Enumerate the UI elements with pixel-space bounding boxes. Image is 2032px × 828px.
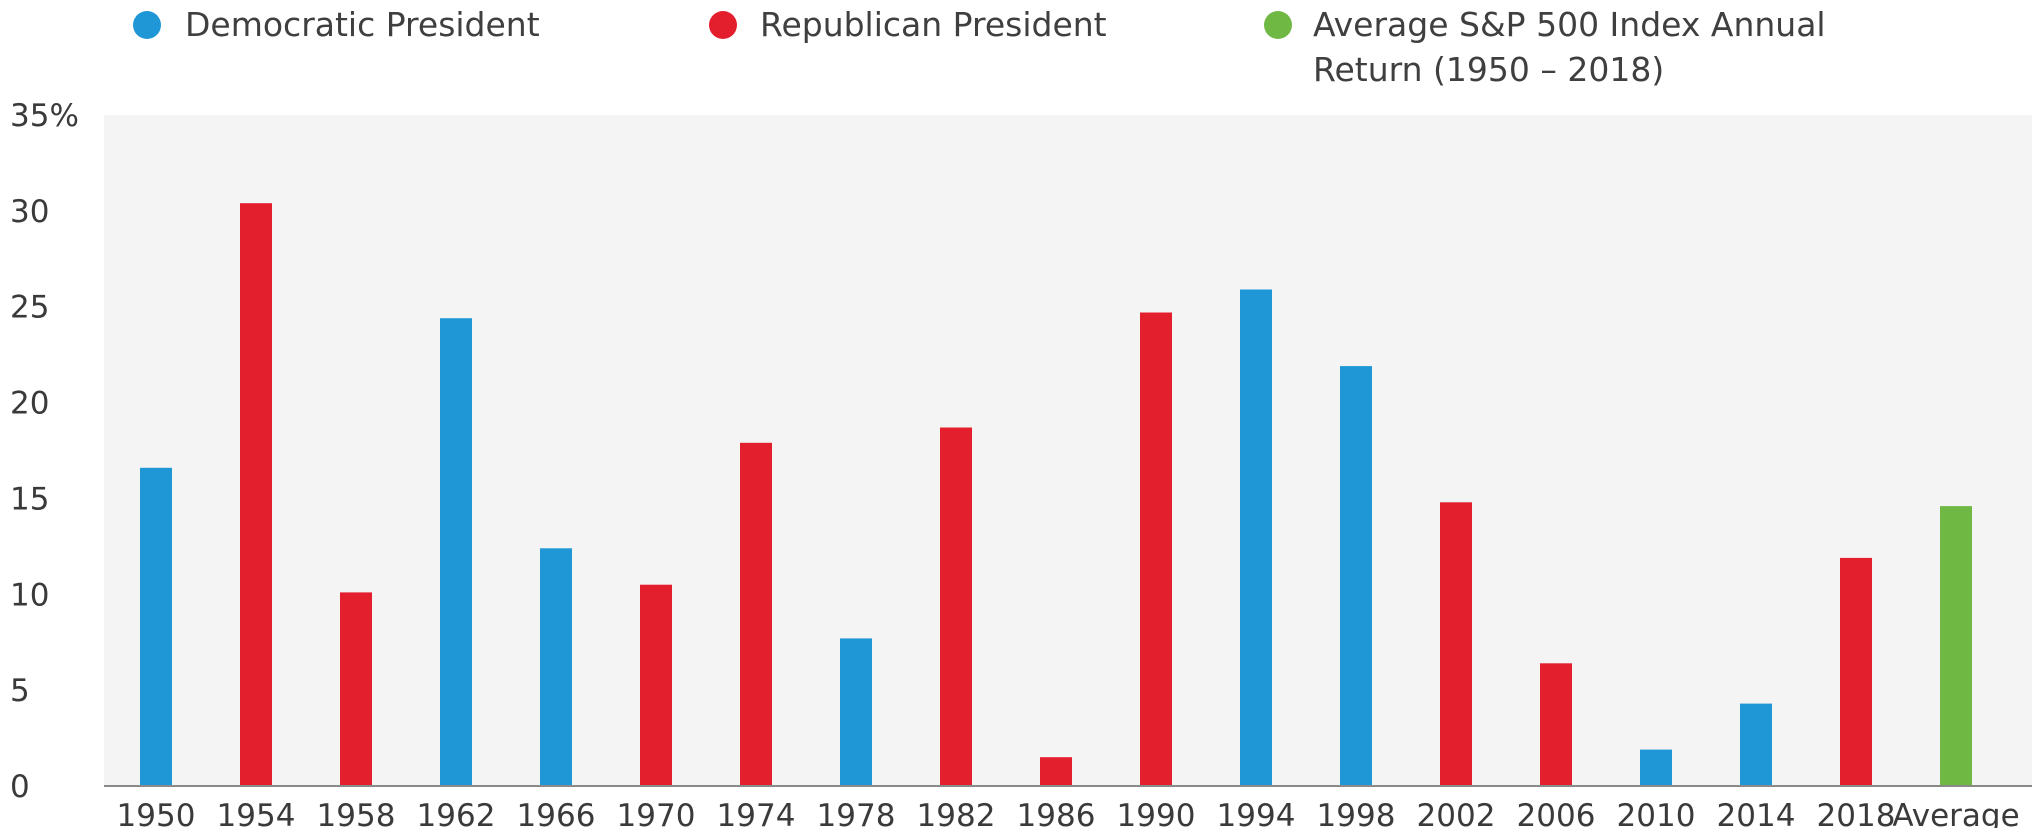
y-tick-label: 30 bbox=[10, 194, 49, 230]
bar-1950 bbox=[140, 467, 172, 786]
x-tick-label: 2018 bbox=[1817, 798, 1896, 828]
bar-1966 bbox=[540, 548, 572, 786]
bar-2014 bbox=[1740, 703, 1772, 786]
y-tick-label: 35% bbox=[10, 98, 79, 134]
legend-swatch-democratic bbox=[133, 11, 161, 39]
bar-1990 bbox=[1140, 312, 1172, 786]
bar-2006 bbox=[1540, 663, 1572, 786]
bar-1994 bbox=[1240, 289, 1272, 786]
y-tick-label: 10 bbox=[10, 577, 49, 613]
x-tick-label: 2010 bbox=[1617, 798, 1696, 828]
x-tick-label: 1982 bbox=[917, 798, 996, 828]
x-tick-label: 2014 bbox=[1717, 798, 1796, 828]
x-tick-label: 1990 bbox=[1117, 798, 1196, 828]
bar-2002 bbox=[1440, 502, 1472, 786]
y-tick-label: 0 bbox=[10, 769, 30, 805]
plot-area bbox=[104, 115, 2032, 786]
bar-1970 bbox=[640, 584, 672, 786]
bar-1962 bbox=[440, 318, 472, 786]
legend-swatch-average bbox=[1264, 11, 1292, 39]
bars bbox=[140, 203, 1972, 786]
legend-label-republican: Republican President bbox=[760, 5, 1107, 44]
legend-label-average-line-1: Average S&P 500 Index Annual bbox=[1313, 5, 1826, 44]
x-tick-label: 1994 bbox=[1217, 798, 1296, 828]
bar-1986 bbox=[1040, 757, 1072, 786]
bar-1978 bbox=[840, 638, 872, 786]
bar-2018 bbox=[1840, 557, 1872, 786]
x-tick-label: 2002 bbox=[1417, 798, 1496, 828]
legend-swatch-republican bbox=[709, 11, 737, 39]
y-axis: 0 5 10 15 20 25 30 35% bbox=[10, 98, 79, 805]
bar-1958 bbox=[340, 592, 372, 786]
y-tick-label: 5 bbox=[10, 673, 30, 709]
bar-1998 bbox=[1340, 366, 1372, 786]
x-tick-label: 1974 bbox=[717, 798, 796, 828]
y-tick-label: 25 bbox=[10, 290, 49, 326]
x-axis: 1950 1954 1958 1962 1966 1970 1974 1978 1982 1986… bbox=[117, 798, 2020, 828]
x-tick-label: 1970 bbox=[617, 798, 696, 828]
legend-item-republican: Republican President bbox=[709, 5, 1107, 44]
legend-label-average-line-2: Return (1950 – 2018) bbox=[1313, 50, 1664, 89]
bar-1954 bbox=[240, 203, 272, 786]
legend-label-democratic: Democratic President bbox=[185, 5, 540, 44]
x-tick-label: 2006 bbox=[1517, 798, 1596, 828]
legend: Democratic President Republican Presiden… bbox=[133, 5, 1826, 89]
y-tick-label: 15 bbox=[10, 481, 49, 517]
legend-item-democratic: Democratic President bbox=[133, 5, 540, 44]
x-tick-label: 1958 bbox=[317, 798, 396, 828]
x-tick-label: 1962 bbox=[417, 798, 496, 828]
x-tick-label: Average bbox=[1892, 798, 2019, 828]
x-tick-label: 1950 bbox=[117, 798, 196, 828]
x-tick-label: 1966 bbox=[517, 798, 596, 828]
y-tick-label: 20 bbox=[10, 386, 49, 422]
bar-average bbox=[1940, 506, 1972, 786]
bar-2010 bbox=[1640, 749, 1672, 786]
legend-item-average: Average S&P 500 Index Annual Return (195… bbox=[1264, 5, 1826, 89]
x-tick-label: 1986 bbox=[1017, 798, 1096, 828]
bar-1982 bbox=[940, 427, 972, 786]
x-tick-label: 1998 bbox=[1317, 798, 1396, 828]
bar-1974 bbox=[740, 442, 772, 786]
x-tick-label: 1954 bbox=[217, 798, 296, 828]
x-tick-label: 1978 bbox=[817, 798, 896, 828]
